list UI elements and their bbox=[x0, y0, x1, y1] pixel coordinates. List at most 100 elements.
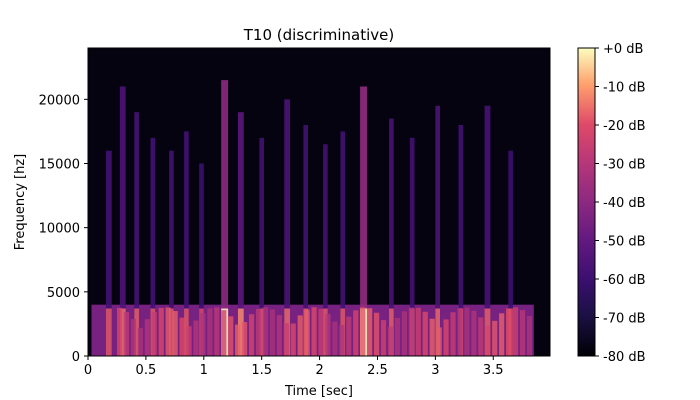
speech-segment bbox=[242, 322, 248, 356]
speech-segment bbox=[394, 318, 401, 356]
speech-segment bbox=[228, 316, 234, 356]
speech-segment bbox=[200, 313, 206, 356]
burst-18 bbox=[458, 125, 464, 356]
burst-13 bbox=[340, 131, 346, 356]
speech-segment bbox=[415, 307, 421, 356]
burst-core-4 bbox=[169, 308, 174, 356]
y-tick-label: 5000 bbox=[47, 286, 80, 301]
speech-segment bbox=[374, 312, 380, 356]
burst-8 bbox=[237, 112, 244, 356]
speech-segment bbox=[457, 308, 463, 356]
burst-3 bbox=[150, 137, 156, 356]
burst-7 bbox=[221, 80, 229, 356]
burst-12 bbox=[323, 144, 328, 356]
speech-segment bbox=[332, 321, 338, 356]
x-axis-label: Time [sec] bbox=[284, 384, 353, 399]
speech-segment bbox=[269, 309, 275, 356]
x-tick-label: 3.5 bbox=[483, 363, 504, 378]
x-tick-label: 1 bbox=[200, 363, 208, 378]
speech-segment bbox=[276, 315, 282, 356]
y-tick-label: 15000 bbox=[39, 158, 80, 173]
speech-segment bbox=[214, 307, 220, 356]
speech-segment bbox=[401, 311, 407, 356]
speech-segment bbox=[526, 316, 533, 356]
speech-segment bbox=[179, 317, 185, 356]
burst-17 bbox=[435, 105, 440, 356]
burst-2 bbox=[134, 112, 139, 356]
x-tick-label: 0.5 bbox=[136, 363, 157, 378]
speech-segment bbox=[471, 310, 477, 356]
burst-16 bbox=[409, 137, 415, 356]
colorbar-tick-label: -50 dB bbox=[603, 235, 646, 250]
burst-core-0 bbox=[105, 308, 112, 356]
speech-segment bbox=[408, 307, 414, 356]
y-axis-ticks: 0 5000 10000 15000 20000 bbox=[39, 93, 88, 365]
colorbar-tick-label: +0 dB bbox=[603, 42, 643, 57]
speech-segment bbox=[380, 320, 387, 356]
speech-segment bbox=[492, 320, 498, 356]
burst-19 bbox=[484, 105, 491, 356]
speech-segment bbox=[304, 309, 310, 356]
speech-segment bbox=[450, 312, 456, 356]
y-tick-label: 10000 bbox=[39, 222, 80, 237]
burst-4 bbox=[169, 150, 174, 356]
speech-segment bbox=[436, 327, 442, 356]
speech-segment bbox=[158, 307, 164, 356]
colorbar-tick-label: -60 dB bbox=[603, 273, 646, 288]
speech-segment bbox=[172, 311, 178, 356]
speech-segment bbox=[165, 307, 171, 356]
x-axis-ticks: 0 0.5 1 1.5 2 2.5 3 3.5 bbox=[84, 356, 504, 378]
colorbar-tick-label: -20 dB bbox=[603, 119, 646, 134]
speech-segment bbox=[311, 307, 317, 356]
speech-segment bbox=[429, 318, 435, 356]
speech-segment bbox=[262, 307, 269, 356]
colorbar-tick-label: -10 dB bbox=[603, 81, 646, 96]
spectrogram-plot-area bbox=[88, 48, 550, 356]
speech-segment bbox=[512, 307, 519, 356]
speech-segment bbox=[318, 308, 324, 356]
burst-15 bbox=[389, 118, 394, 356]
burst-14 bbox=[360, 86, 368, 356]
burst-core-1 bbox=[119, 308, 126, 356]
speech-segment bbox=[422, 311, 428, 356]
speech-segment bbox=[116, 307, 123, 356]
speech-segment bbox=[325, 313, 331, 356]
speech-segment bbox=[193, 320, 199, 356]
speech-segment bbox=[221, 310, 227, 356]
x-tick-label: 0 bbox=[84, 363, 92, 378]
speech-segment bbox=[248, 314, 255, 356]
y-tick-label: 0 bbox=[72, 350, 80, 365]
speech-segment bbox=[186, 326, 192, 356]
burst-1 bbox=[119, 86, 126, 356]
burst-6 bbox=[199, 163, 204, 356]
speech-segment bbox=[137, 327, 143, 356]
burst-core-8 bbox=[237, 308, 244, 356]
x-tick-label: 3 bbox=[431, 363, 439, 378]
speech-segment bbox=[353, 310, 359, 356]
burst-core-9 bbox=[259, 308, 264, 356]
speech-segment bbox=[123, 311, 130, 356]
burst-9 bbox=[259, 137, 264, 356]
speech-segment bbox=[297, 315, 303, 356]
speech-segment bbox=[283, 323, 289, 356]
burst-5 bbox=[184, 131, 189, 356]
speech-segment bbox=[144, 319, 150, 356]
burst-0 bbox=[105, 150, 112, 356]
colorbar bbox=[577, 47, 596, 357]
speech-segment bbox=[499, 313, 505, 356]
x-tick-label: 1.5 bbox=[251, 363, 272, 378]
speech-segment bbox=[485, 325, 491, 356]
colorbar-tick-label: -70 dB bbox=[603, 312, 646, 327]
speech-segment bbox=[235, 324, 241, 356]
colorbar-tick-label: -80 dB bbox=[603, 350, 646, 365]
burst-core-2 bbox=[134, 308, 139, 356]
x-tick-label: 2 bbox=[315, 363, 323, 378]
speech-segment bbox=[519, 310, 526, 356]
speech-segment bbox=[387, 326, 394, 356]
speech-segment bbox=[346, 316, 352, 356]
burst-10 bbox=[284, 99, 291, 356]
burst-20 bbox=[508, 150, 513, 356]
chart-title: T10 (discriminative) bbox=[243, 26, 394, 44]
speech-segment bbox=[464, 307, 470, 356]
